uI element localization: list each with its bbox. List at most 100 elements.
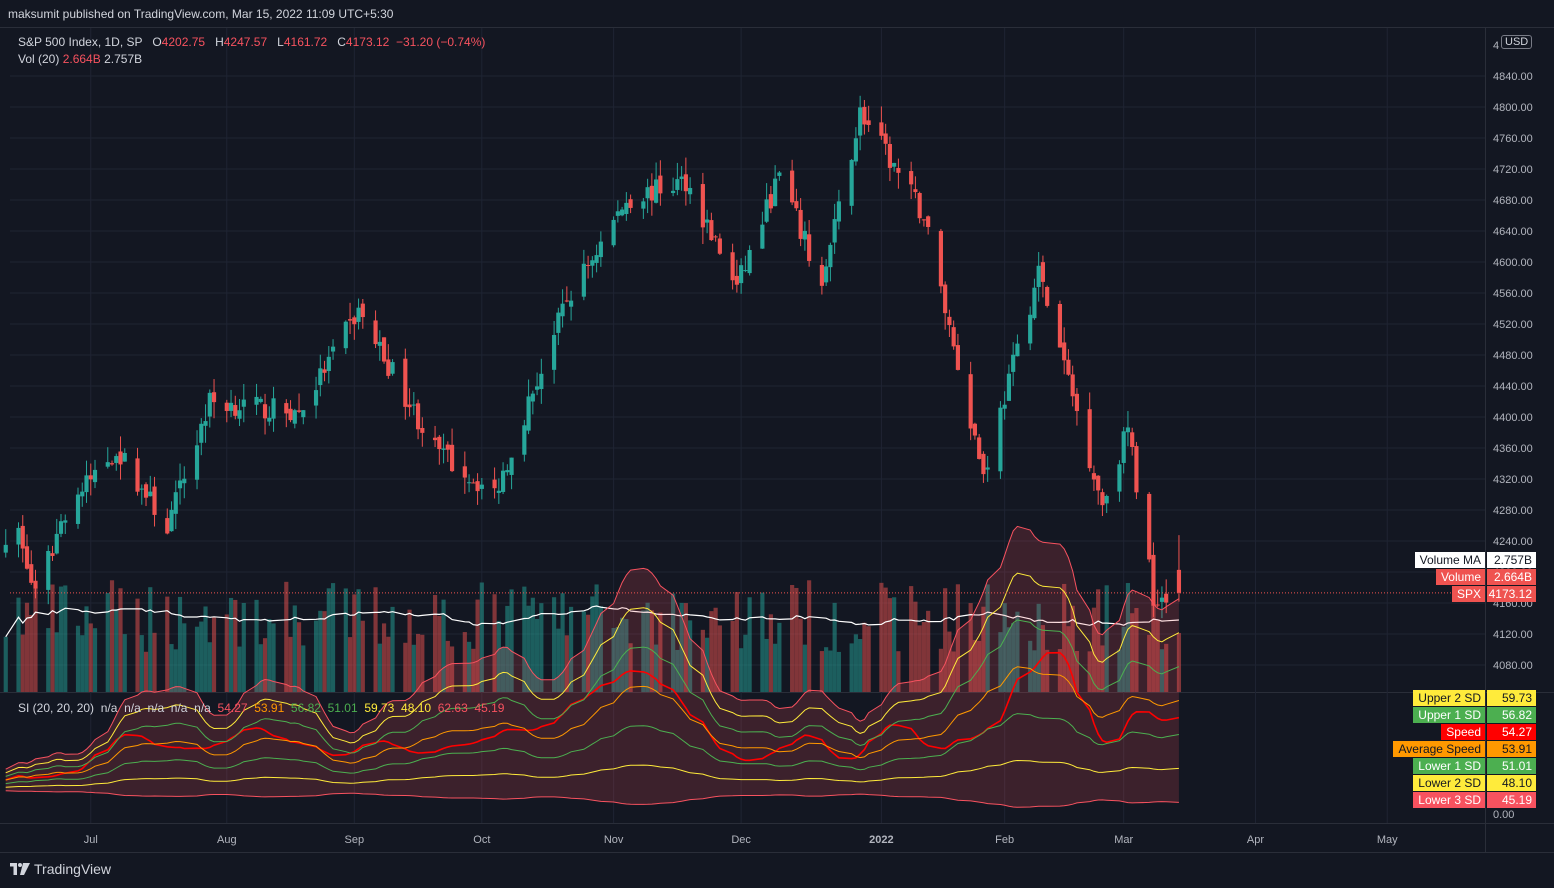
candle-body [977, 437, 982, 459]
candle-body [271, 398, 276, 419]
si-val-8: 51.01 [327, 701, 358, 715]
candle-body [211, 392, 217, 403]
volume-bar [114, 609, 119, 692]
candle-body [734, 275, 739, 285]
candle-body [1040, 262, 1046, 282]
volume-bar [892, 597, 897, 692]
candle-body [46, 550, 51, 590]
candle-body [896, 167, 901, 173]
candle-body [1130, 432, 1135, 447]
candle-body [3, 544, 8, 553]
volume-bar [909, 586, 914, 692]
volume-bar [594, 584, 599, 692]
candle-body [539, 373, 544, 390]
candle-body [1104, 496, 1109, 504]
volume-bar [760, 592, 765, 692]
volume-bar [479, 582, 484, 692]
volume-bar [271, 623, 276, 692]
volume-bar [743, 634, 748, 692]
candle-body [522, 425, 527, 455]
candle-body [29, 564, 34, 583]
volume-bar [530, 597, 535, 692]
candle-body [824, 266, 829, 283]
time-tick-label: Jul [84, 834, 98, 846]
candle-body [1011, 354, 1016, 372]
volume-bar [641, 610, 646, 692]
candle-body [1087, 409, 1092, 469]
si-val-10: 48.10 [401, 701, 432, 715]
candle-body [535, 386, 540, 390]
volume-bar [475, 599, 480, 692]
volume-bar [832, 602, 837, 692]
volume-bar [951, 651, 956, 692]
candle-body [1074, 393, 1080, 412]
close-value: 4173.12 [345, 35, 390, 49]
candle-body [1151, 554, 1156, 606]
volume-bar [29, 615, 34, 692]
tradingview-footer[interactable]: TradingView [10, 861, 111, 877]
volume-bar [1066, 626, 1071, 692]
upper2-tag-value: 59.73 [1487, 690, 1536, 706]
volume-bar [1151, 591, 1156, 692]
candlesticks[interactable] [3, 95, 1182, 619]
candle-body [228, 402, 234, 411]
candle-body [641, 201, 646, 209]
time-tick-label: Mar [1114, 834, 1133, 846]
volume-bar [747, 597, 752, 692]
volume-bar [943, 588, 948, 692]
candle-body [326, 356, 331, 372]
candle-body [381, 337, 387, 362]
candle-body [671, 190, 676, 194]
volume-bar [505, 605, 510, 692]
volume-bar [552, 597, 557, 692]
volume-bar [819, 651, 824, 692]
symbol-title[interactable]: S&P 500 Index, 1D, SP [18, 35, 143, 49]
candle-body [135, 458, 140, 492]
volume-bar [624, 619, 629, 692]
volume-bar [296, 622, 302, 692]
candle-body [586, 264, 591, 266]
candle-body [649, 185, 654, 201]
si-label[interactable]: SI (20, 20, 20) [18, 701, 95, 715]
volume-bar [466, 641, 472, 692]
volume-bar [322, 611, 327, 692]
volume-bar [526, 605, 531, 692]
volume-bar [441, 599, 446, 692]
price-tick-label: 4720.00 [1493, 164, 1533, 176]
candle-body [284, 403, 289, 414]
candle-body [80, 491, 85, 497]
volume-bar [879, 582, 884, 692]
vol-label[interactable]: Vol (20) [18, 52, 60, 66]
volume-bar [1176, 632, 1182, 692]
change-value: −31.20 (−0.74%) [395, 35, 486, 49]
candle-body [947, 316, 952, 326]
candle-body [862, 106, 867, 125]
volume-tag-label: Volume [1435, 569, 1485, 585]
avg-speed-tag-label: Average Speed [1393, 741, 1485, 757]
candle-body [352, 317, 357, 325]
candle-body [377, 341, 382, 346]
candle-body [879, 122, 884, 136]
candle-body [373, 320, 378, 345]
price-tick-label: 4400.00 [1493, 412, 1533, 424]
volume-bar [169, 644, 174, 692]
candle-body [790, 170, 795, 203]
candle-body [709, 220, 714, 241]
volume-bar [777, 622, 782, 692]
candle-body [892, 162, 897, 167]
candle-body [471, 482, 476, 484]
candle-body [794, 201, 799, 209]
candle-body [909, 171, 914, 185]
candle-body [628, 199, 633, 208]
volume-bar [968, 603, 973, 692]
lower2-tag-label: Lower 2 SD [1413, 775, 1485, 791]
volume-bar [80, 635, 85, 692]
currency-button[interactable]: USD [1501, 35, 1533, 49]
volume-bar [1074, 650, 1080, 692]
volume-bar [152, 632, 157, 692]
candle-body [985, 467, 990, 470]
candle-body [717, 238, 722, 254]
candle-body [258, 398, 263, 402]
volume-bar [50, 584, 55, 692]
